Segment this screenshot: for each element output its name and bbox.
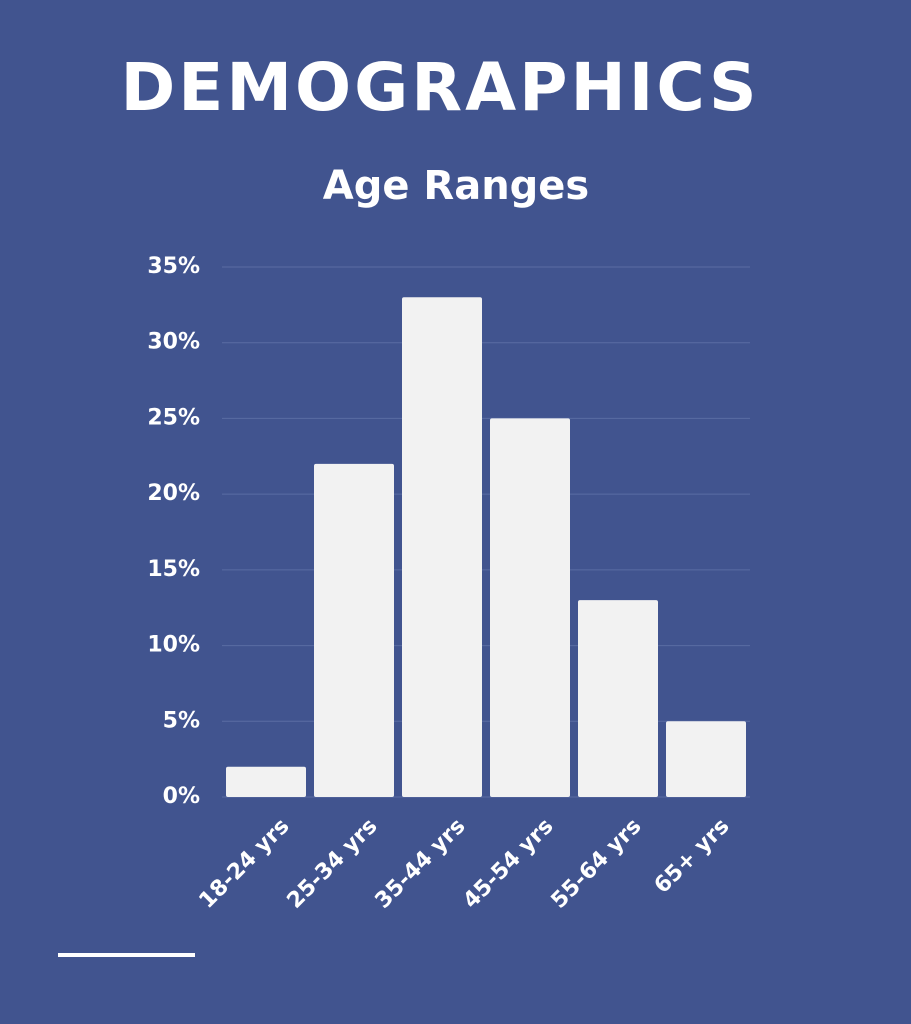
- bar: [666, 721, 746, 797]
- bar: [578, 600, 658, 797]
- y-tick-label: 35%: [147, 254, 200, 279]
- y-tick-label: 30%: [147, 330, 200, 355]
- bar: [314, 463, 394, 797]
- y-tick-label: 20%: [147, 481, 200, 506]
- y-tick-label: 5%: [163, 708, 200, 733]
- bar: [490, 418, 570, 797]
- bar: [226, 766, 306, 797]
- chart-subtitle: Age Ranges: [323, 163, 589, 209]
- y-tick-label: 0%: [163, 784, 200, 809]
- y-tick-label: 15%: [147, 557, 200, 582]
- y-tick-label: 25%: [147, 405, 200, 430]
- y-tick-label: 10%: [147, 633, 200, 658]
- chart-title: DEMOGRAPHICS: [120, 49, 759, 126]
- bar: [402, 297, 482, 797]
